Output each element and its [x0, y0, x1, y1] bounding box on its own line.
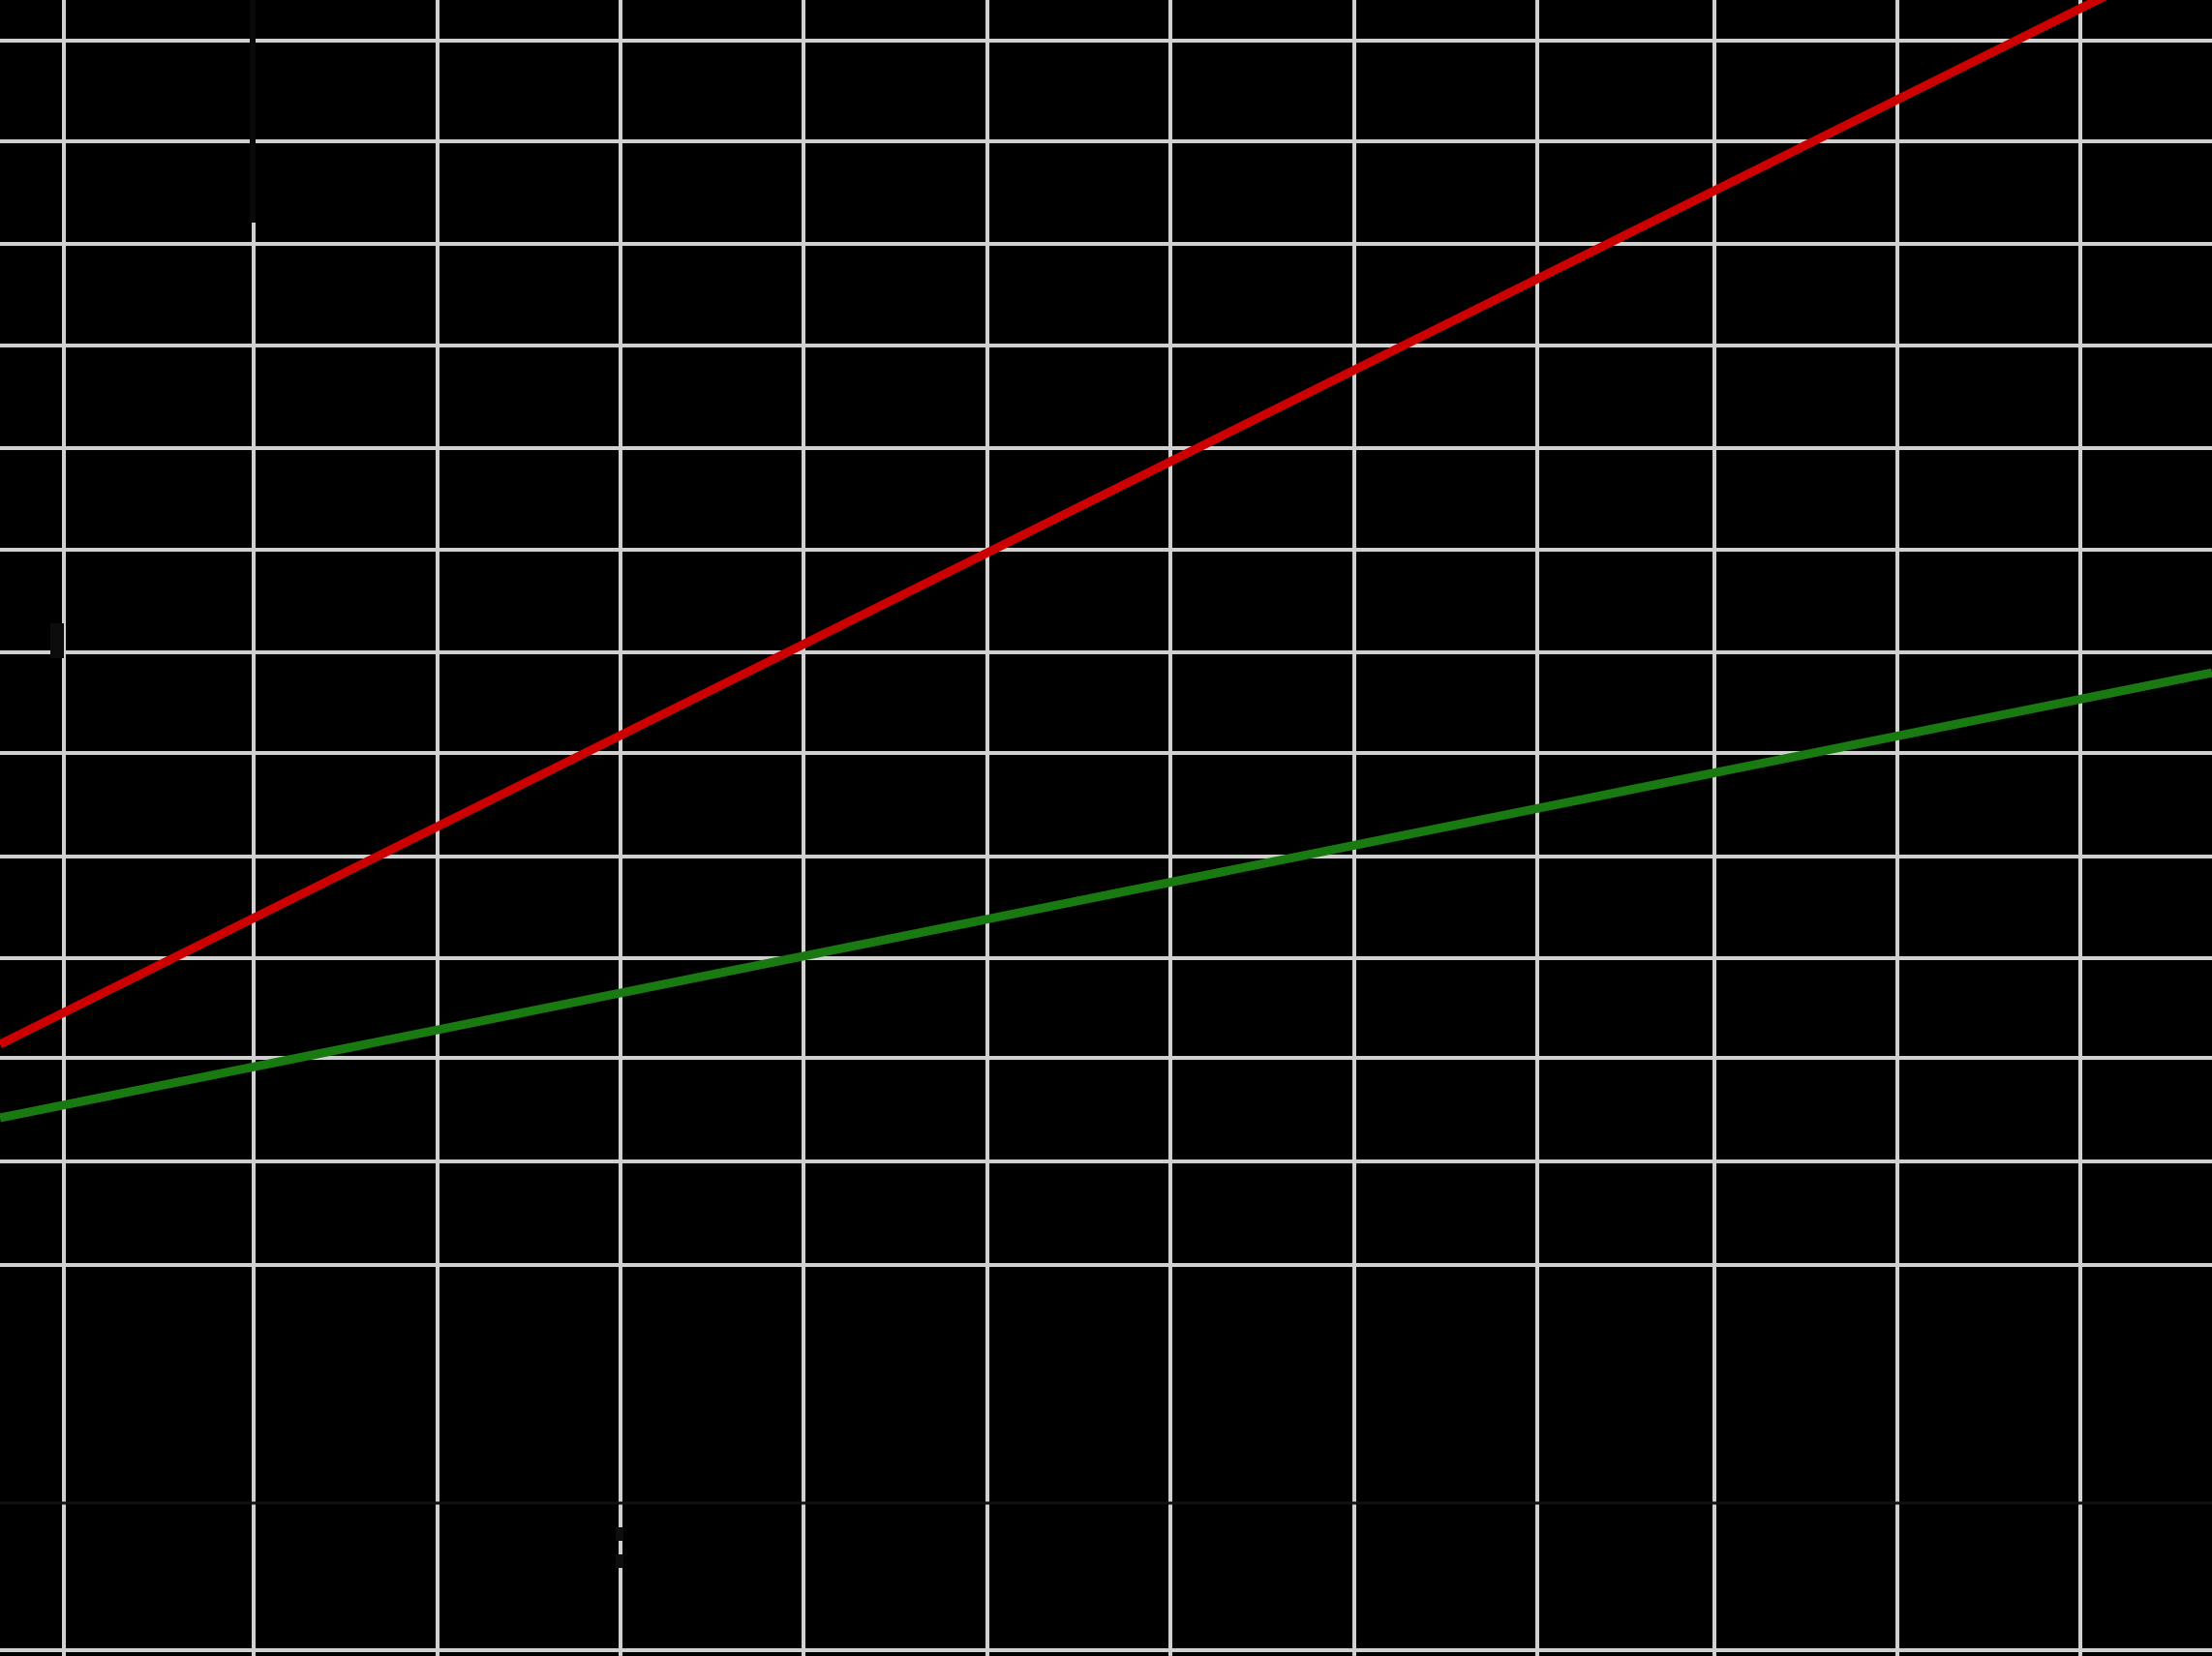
bottom-tick-artifact-a [616, 1527, 623, 1541]
horizontal-gridlines [0, 39, 2212, 1652]
series-line-red-line [0, 0, 2107, 1049]
vertical-gridlines [62, 0, 2082, 1656]
bottom-tick-artifact-b [616, 1554, 623, 1568]
data-series-layer [0, 0, 2212, 1123]
series-line-green-line [0, 668, 2212, 1123]
left-tick-artifact [50, 623, 64, 658]
top-marker-artifact [250, 0, 256, 223]
faint-tick-artifacts [50, 0, 623, 1568]
